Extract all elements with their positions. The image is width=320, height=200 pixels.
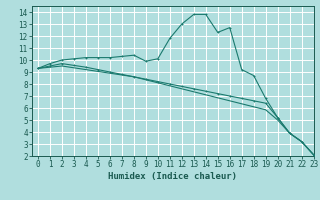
X-axis label: Humidex (Indice chaleur): Humidex (Indice chaleur) (108, 172, 237, 181)
